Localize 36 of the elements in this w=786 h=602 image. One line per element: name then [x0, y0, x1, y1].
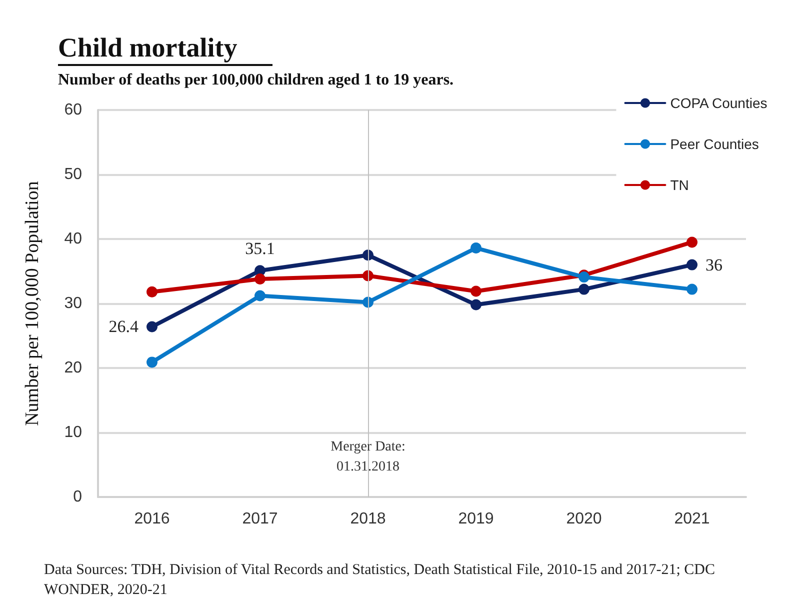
chart-subtitle: Number of deaths per 100,000 children aged 1 to 19 years.: [58, 72, 454, 88]
ref-line-label: Merger Date: 01.31.2018: [330, 440, 406, 474]
y-tick-label: 40: [64, 230, 82, 248]
point: [254, 273, 266, 284]
legend-label: COPA Counties: [670, 95, 768, 111]
data-label: 36: [706, 255, 722, 274]
point: [146, 356, 158, 368]
y-tick-label: 0: [73, 488, 82, 506]
point: [470, 286, 482, 297]
text: Data Sources: TDH, Division of Vital Records and Statistics, Death Statistical File, 2010-15 and 2017-21; CDC WONDER, 2020-21: [44, 562, 719, 598]
chart-title: Child mortality: [58, 32, 238, 62]
point: [254, 290, 266, 302]
point: [470, 242, 482, 254]
point: [686, 284, 698, 295]
legend-label: Peer Counties: [670, 136, 759, 152]
point: [146, 321, 158, 332]
legend-label: TN: [670, 177, 689, 193]
x-tick-label: 2019: [458, 510, 494, 528]
y-tick-label: 50: [64, 166, 82, 183]
x-tick-label: 2016: [134, 510, 170, 528]
y-tick-label: 10: [64, 424, 82, 441]
y-axis-title: Number per 100,000 Population: [22, 180, 43, 426]
data-label: 35.1: [245, 239, 275, 258]
point: [470, 299, 482, 310]
x-tick-label: 2018: [350, 510, 386, 528]
y-tick-label: 60: [64, 102, 82, 118]
point: [686, 259, 698, 270]
data-label: 26.4: [108, 317, 139, 336]
y-tick-label: 20: [64, 360, 82, 376]
point: [686, 236, 698, 248]
x-tick-label: 2017: [242, 510, 278, 528]
point: [578, 284, 590, 295]
x-tick-label: 2021: [674, 510, 710, 528]
x-tick-label: 2020: [566, 510, 602, 528]
y-tick-label: 30: [64, 295, 82, 312]
point: [146, 286, 158, 298]
